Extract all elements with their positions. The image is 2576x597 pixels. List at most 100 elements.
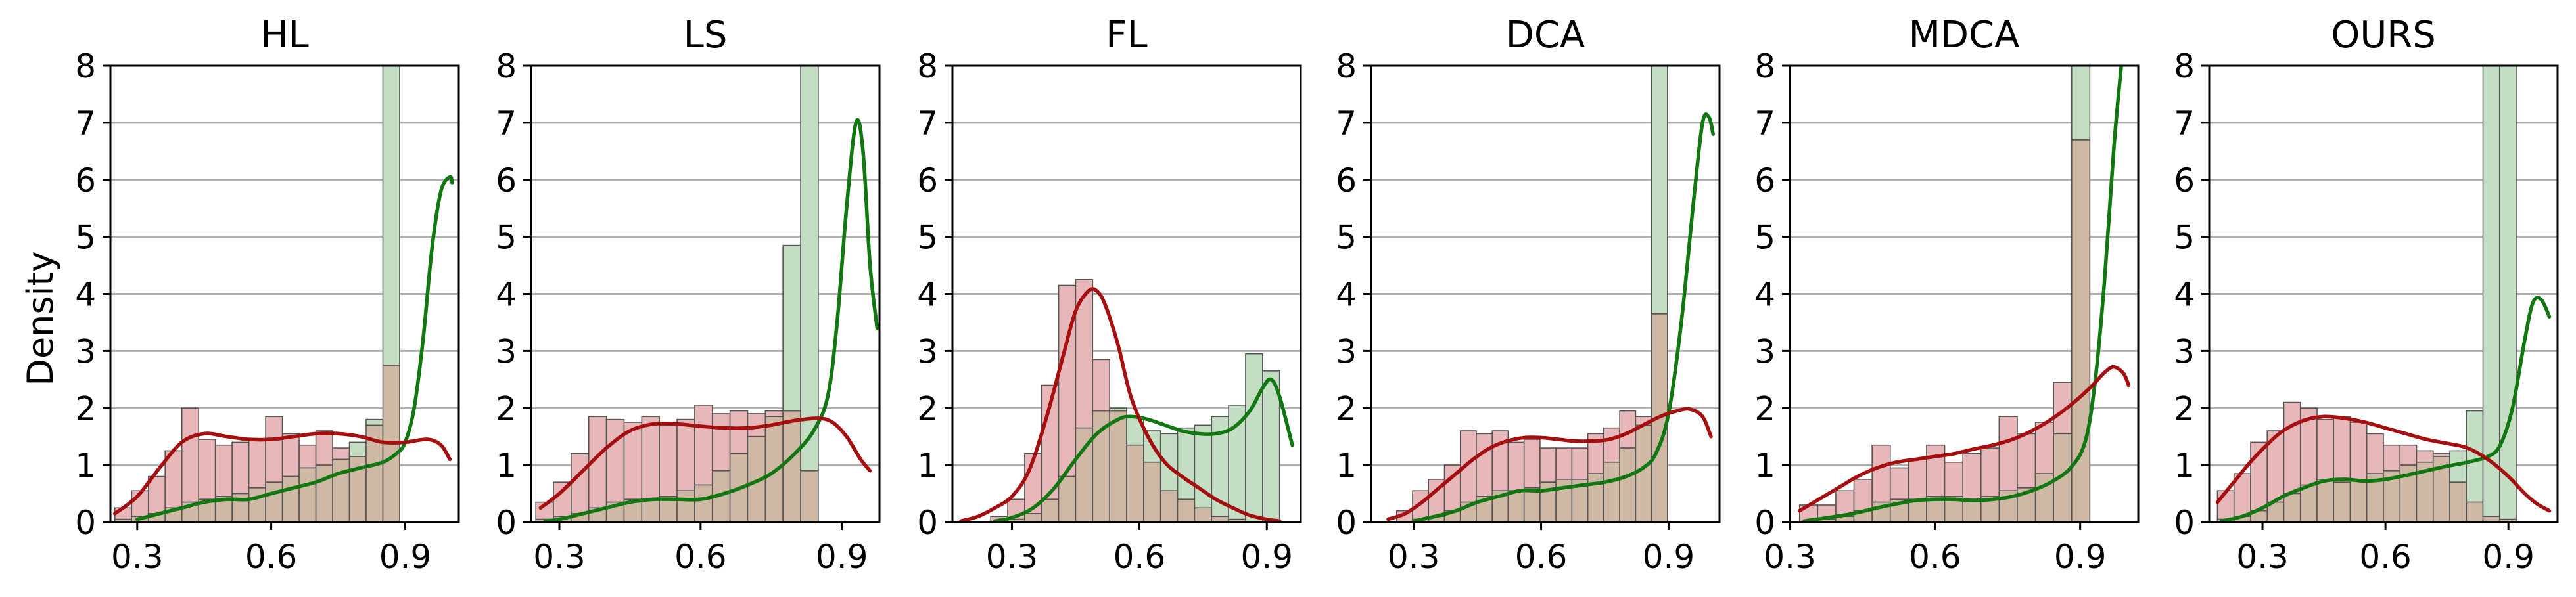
y-tick-label: 6 xyxy=(1336,162,1357,200)
y-tick-label: 7 xyxy=(1336,104,1357,143)
bar-series-a xyxy=(1092,359,1110,412)
bar-overlap xyxy=(1635,424,1652,522)
y-tick-label: 2 xyxy=(1336,389,1357,428)
y-tick-label: 7 xyxy=(75,104,96,143)
bar-overlap xyxy=(676,490,695,522)
y-tick-label: 0 xyxy=(496,504,517,542)
bar-series-a xyxy=(764,410,784,418)
bar-overlap xyxy=(1024,513,1042,522)
bar-series-a xyxy=(1853,479,1873,512)
bar-series-a xyxy=(1889,467,1909,500)
x-tick-label: 0.9 xyxy=(2054,538,2107,576)
bar-overlap xyxy=(1507,490,1525,522)
bar-series-a xyxy=(1944,461,1963,497)
x-tick-label: 0.6 xyxy=(2359,538,2412,576)
y-tick-label: 0 xyxy=(917,504,938,542)
bar-series-a xyxy=(2034,422,2054,474)
bar-overlap xyxy=(2466,501,2484,522)
bar-overlap xyxy=(265,481,283,522)
panel-title: LS xyxy=(684,14,728,56)
bar-series-b xyxy=(1177,427,1196,500)
y-tick-label: 5 xyxy=(2174,219,2195,257)
bar-overlap xyxy=(1523,487,1541,522)
panel-hl: 0 1 2 3 4 5 6 7 8 0.3 0.6 0.9 HL xyxy=(75,14,460,576)
y-tick-label: 8 xyxy=(2174,47,2195,85)
bar-overlap xyxy=(298,467,317,522)
bar-series-a xyxy=(571,453,590,514)
bar-overlap xyxy=(1194,507,1213,522)
x-tick-label: 0.3 xyxy=(2236,538,2289,576)
x-tick-label: 0.6 xyxy=(674,538,727,576)
bar-overlap xyxy=(764,416,784,522)
y-tick-label: 4 xyxy=(1336,276,1357,314)
bar-overlap xyxy=(1109,410,1127,522)
bar-series-a xyxy=(2416,450,2434,463)
y-tick-label: 5 xyxy=(496,219,517,257)
bar-overlap xyxy=(2498,518,2517,522)
y-tick-label: 6 xyxy=(75,162,96,200)
kde-series-b xyxy=(993,377,1294,522)
bar-series-a xyxy=(2399,444,2418,466)
bar-series-b xyxy=(2498,66,2517,520)
bar-overlap xyxy=(782,410,801,522)
bar-series-a xyxy=(281,433,300,477)
bar-series-a xyxy=(2383,444,2401,472)
bar-series-b xyxy=(2466,410,2484,503)
panel-mdca: 0 1 2 3 4 5 6 7 8 0.3 0.6 0.9 MDCA xyxy=(1754,14,2140,576)
x-tick-label: 0.3 xyxy=(986,538,1039,576)
bar-series-a xyxy=(711,413,731,472)
bar-overlap xyxy=(315,464,333,522)
bar-overlap xyxy=(694,484,713,522)
x-tick-label: 0.9 xyxy=(816,538,868,576)
kde-series-b xyxy=(2219,296,2552,522)
bar-series-a xyxy=(605,418,625,503)
y-tick-label: 3 xyxy=(1754,332,1775,370)
bars xyxy=(535,66,819,522)
panel-title: FL xyxy=(1106,14,1147,56)
y-tick-label: 4 xyxy=(496,276,517,314)
bar-series-a xyxy=(2216,490,2235,520)
bar-overlap xyxy=(332,458,350,522)
y-tick-label: 7 xyxy=(917,104,938,143)
bar-series-b xyxy=(800,66,819,472)
bar-series-a xyxy=(2283,401,2301,495)
bar-overlap xyxy=(1159,490,1179,522)
y-tick-label: 1 xyxy=(917,447,938,485)
bar-overlap xyxy=(2349,479,2368,522)
panel-title: MDCA xyxy=(1909,14,2020,56)
bar-series-a xyxy=(181,407,199,503)
kde-series-b xyxy=(1802,66,2123,522)
kde-series-b xyxy=(135,175,454,521)
bar-series-a xyxy=(641,416,660,500)
bar-overlap xyxy=(1619,447,1637,522)
x-tick-label: 0.3 xyxy=(1764,538,1816,576)
bar-series-a xyxy=(659,424,678,497)
bar-series-a xyxy=(2366,433,2384,474)
bar-series-a xyxy=(1926,444,1946,497)
y-tick-label: 3 xyxy=(1336,332,1357,370)
bar-overlap xyxy=(2316,479,2335,522)
bar-series-a xyxy=(198,439,216,500)
y-tick-label: 3 xyxy=(917,332,938,370)
panel-ours: 0 1 2 3 4 5 6 7 8 0.3 0.6 0.9 OURS xyxy=(2174,14,2559,576)
x-tick-label: 0.9 xyxy=(2482,538,2535,576)
kde-series-b xyxy=(1411,112,1716,522)
y-tick-label: 6 xyxy=(496,162,517,200)
y-tick-label: 7 xyxy=(2174,104,2195,143)
x-tick-label: 0.6 xyxy=(1515,538,1568,576)
bar-overlap xyxy=(800,470,819,522)
bar-series-a xyxy=(1998,416,2018,492)
bar-overlap xyxy=(281,475,300,522)
kde-series-a xyxy=(1797,365,2131,513)
x-tick-label: 0.6 xyxy=(1113,538,1166,576)
bars xyxy=(1395,66,1668,522)
bar-overlap xyxy=(2333,481,2351,522)
y-tick-label: 3 xyxy=(75,332,96,370)
y-tick-label: 2 xyxy=(1754,389,1775,428)
bar-series-a xyxy=(298,444,317,469)
y-tick-label: 6 xyxy=(1754,162,1775,200)
bar-series-b xyxy=(348,441,367,457)
y-tick-label: 1 xyxy=(1754,447,1775,485)
y-tick-label: 7 xyxy=(1754,104,1775,143)
y-tick-label: 0 xyxy=(75,504,96,542)
